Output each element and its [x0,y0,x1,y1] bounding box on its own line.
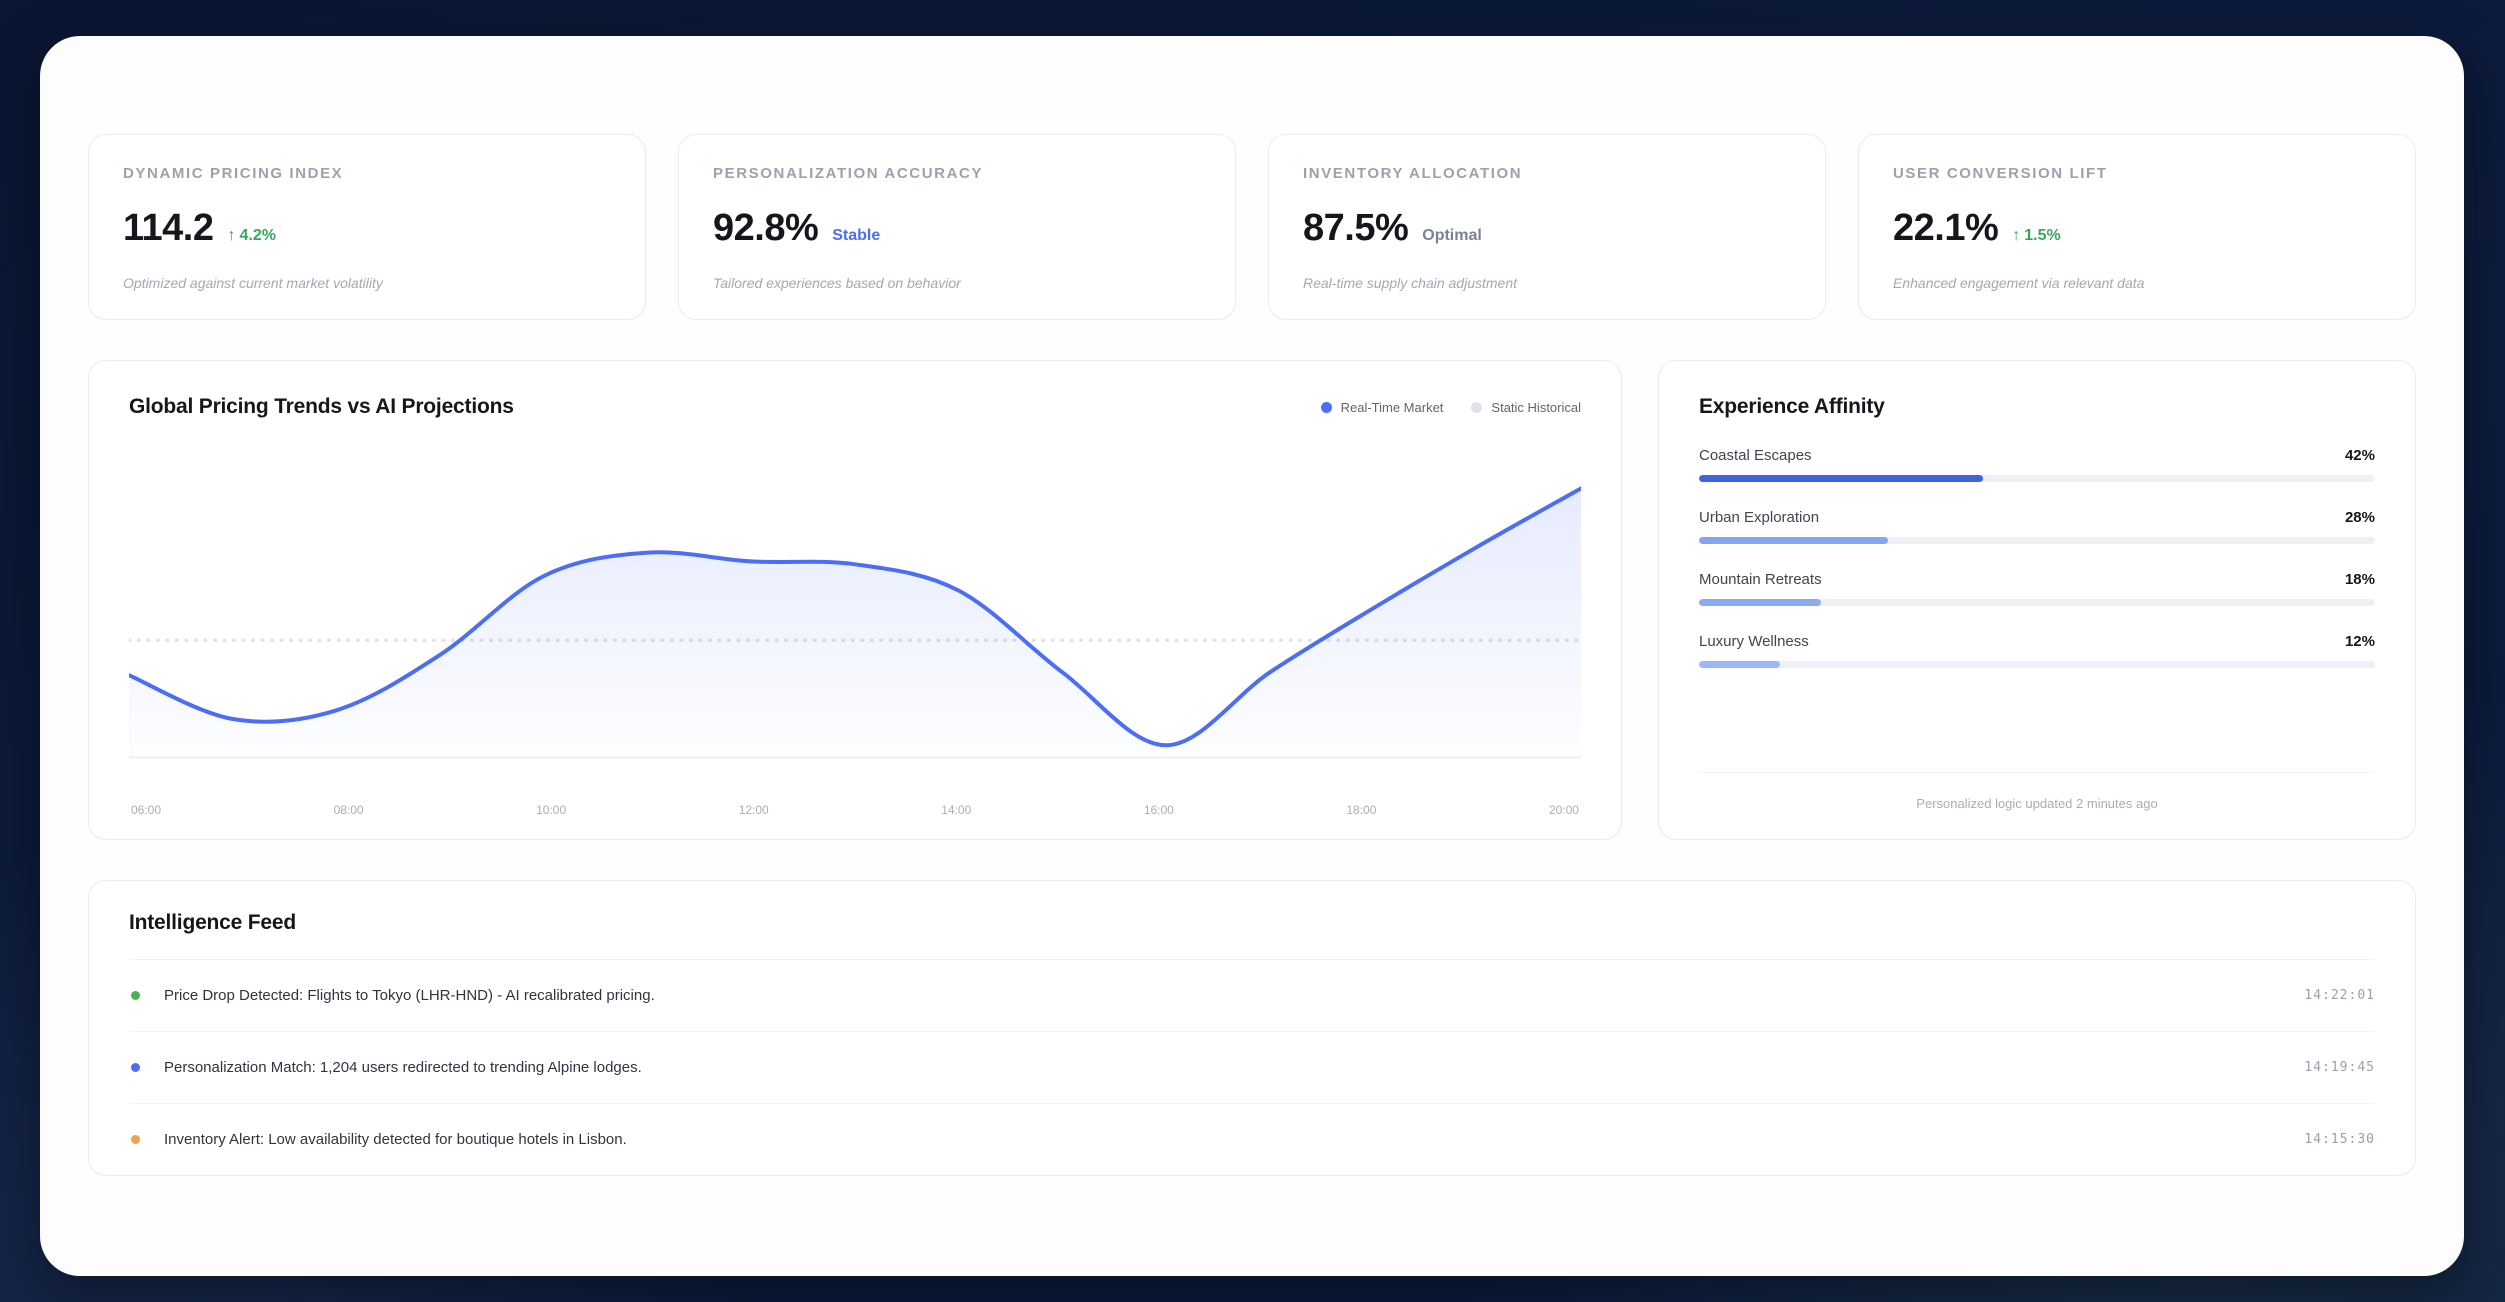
stat-note: Enhanced engagement via relevant data [1893,275,2145,291]
feed-message: Inventory Alert: Low availability detect… [164,1131,627,1148]
feed-item-inventory-alert: Inventory Alert: Low availability detect… [129,1104,2375,1175]
x-axis-label: 16:00 [1143,803,1174,817]
affinity-item-luxury-wellness: Luxury Wellness 12% [1699,633,2375,668]
stat-delta: ↑ 4.2% [228,227,276,245]
stat-delta-text: 1.5% [2024,227,2061,244]
pricing-trends-title: Global Pricing Trends vs AI Projections [129,395,514,418]
legend-dot-static-historical-icon [1471,401,1483,413]
affinity-list: Coastal Escapes 42% Urban Exploration 28… [1699,447,2375,668]
stat-card-dynamic-pricing: DYNAMIC PRICING INDEX 114.2 ↑ 4.2% Optim… [88,134,646,320]
affinity-bar-fill [1699,661,1781,668]
trend-up-icon: ↑ [2012,227,2021,244]
stat-value: 114.2 [123,207,214,249]
stat-delta-text: Optimal [1422,227,1482,244]
affinity-bar-fill [1699,599,1821,606]
stat-label: INVENTORY ALLOCATION [1303,165,1523,182]
x-axis-label: 20:00 [1548,803,1579,817]
dashboard-container: DYNAMIC PRICING INDEX 114.2 ↑ 4.2% Optim… [40,36,2464,1276]
affinity-footer-note: Personalized logic updated 2 minutes ago [1916,796,2158,811]
affinity-bar-track [1699,661,2375,668]
experience-affinity-card: Experience Affinity Coastal Escapes 42% … [1658,360,2416,840]
stat-label: PERSONALIZATION ACCURACY [713,165,984,182]
stat-delta-text: Stable [832,227,881,244]
feed-message: Personalization Match: 1,204 users redir… [164,1059,642,1076]
stat-value: 22.1% [1893,207,1999,249]
stat-card-personalization-accuracy: PERSONALIZATION ACCURACY 92.8% Stable Ta… [678,134,1236,320]
feed-item-personalization-match: Personalization Match: 1,204 users redir… [129,1032,2375,1104]
x-axis-labels: 06:00 08:00 10:00 12:00 14:00 16:00 18:0… [129,803,1581,817]
stat-label: DYNAMIC PRICING INDEX [123,165,344,182]
affinity-value: 28% [2344,509,2375,526]
kpi-stats-row: DYNAMIC PRICING INDEX 114.2 ↑ 4.2% Optim… [88,134,2416,320]
chart-legend: Real-Time Market Static Historical [1320,399,1581,415]
pricing-trend-plot [129,486,1581,759]
affinity-bar-fill [1699,475,1983,482]
stat-value: 87.5% [1303,207,1409,249]
affinity-bar-track [1699,475,2375,482]
intelligence-feed-title: Intelligence Feed [129,911,2375,960]
feed-timestamp: 14:22:01 [2304,988,2375,1003]
stat-delta: Stable [832,227,880,245]
stat-value: 92.8% [713,207,819,249]
feed-list: Price Drop Detected: Flights to Tokyo (L… [129,960,2375,1175]
middle-row: Global Pricing Trends vs AI Projections … [88,360,2416,840]
x-axis-label: 14:00 [941,803,972,817]
status-dot-amber-icon [131,1135,140,1144]
legend-label: Real-Time Market [1340,399,1444,415]
trend-up-icon: ↑ [227,227,236,244]
stat-note: Optimized against current market volatil… [123,275,383,291]
affinity-value: 12% [2344,633,2375,650]
stat-card-user-conversion-lift: USER CONVERSION LIFT 22.1% ↑ 1.5% Enhanc… [1858,134,2416,320]
status-dot-green-icon [131,991,140,1000]
real-time-area [129,488,1581,757]
stat-delta: ↑ 1.5% [2012,227,2060,245]
feed-message: Price Drop Detected: Flights to Tokyo (L… [164,987,655,1004]
intelligence-feed-card: Intelligence Feed Price Drop Detected: F… [88,880,2416,1176]
affinity-label: Urban Exploration [1699,509,1820,526]
legend-dot-real-time-icon [1320,401,1332,413]
pricing-trends-card: Global Pricing Trends vs AI Projections … [88,360,1622,840]
affinity-bar-track [1699,537,2375,544]
affinity-value: 42% [2344,447,2375,464]
stat-card-inventory-allocation: INVENTORY ALLOCATION 87.5% Optimal Real-… [1268,134,1826,320]
feed-item-price-drop: Price Drop Detected: Flights to Tokyo (L… [129,960,2375,1032]
experience-affinity-title: Experience Affinity [1699,395,1885,418]
feed-timestamp: 14:15:30 [2304,1132,2375,1147]
feed-timestamp: 14:19:45 [2304,1060,2375,1075]
affinity-bar-track [1699,599,2375,606]
stat-note: Real-time supply chain adjustment [1303,275,1517,291]
stat-delta-text: 4.2% [239,227,276,244]
affinity-label: Coastal Escapes [1699,447,1812,464]
x-axis-label: 12:00 [738,803,769,817]
affinity-footer: Personalized logic updated 2 minutes ago [1699,772,2375,813]
x-axis-label: 18:00 [1346,803,1377,817]
x-axis-label: 08:00 [333,803,364,817]
x-axis-label: 06:00 [131,803,162,817]
legend-item-real-time-market[interactable]: Real-Time Market [1320,399,1444,415]
affinity-item-mountain-retreats: Mountain Retreats 18% [1699,571,2375,606]
stat-note: Tailored experiences based on behavior [713,275,961,291]
affinity-label: Mountain Retreats [1699,571,1822,588]
legend-label: Static Historical [1491,399,1581,415]
affinity-label: Luxury Wellness [1699,633,1809,650]
x-axis-label: 10:00 [536,803,567,817]
status-dot-blue-icon [131,1063,140,1072]
legend-item-static-historical[interactable]: Static Historical [1471,400,1581,415]
stat-label: USER CONVERSION LIFT [1893,165,2108,182]
real-time-line [129,486,1581,748]
pricing-trend-plot-area [129,439,1581,795]
affinity-item-urban-exploration: Urban Exploration 28% [1699,509,2375,544]
stat-delta: Optimal [1422,227,1482,245]
affinity-bar-fill [1699,537,1889,544]
affinity-item-coastal-escapes: Coastal Escapes 42% [1699,447,2375,482]
affinity-value: 18% [2344,571,2375,588]
